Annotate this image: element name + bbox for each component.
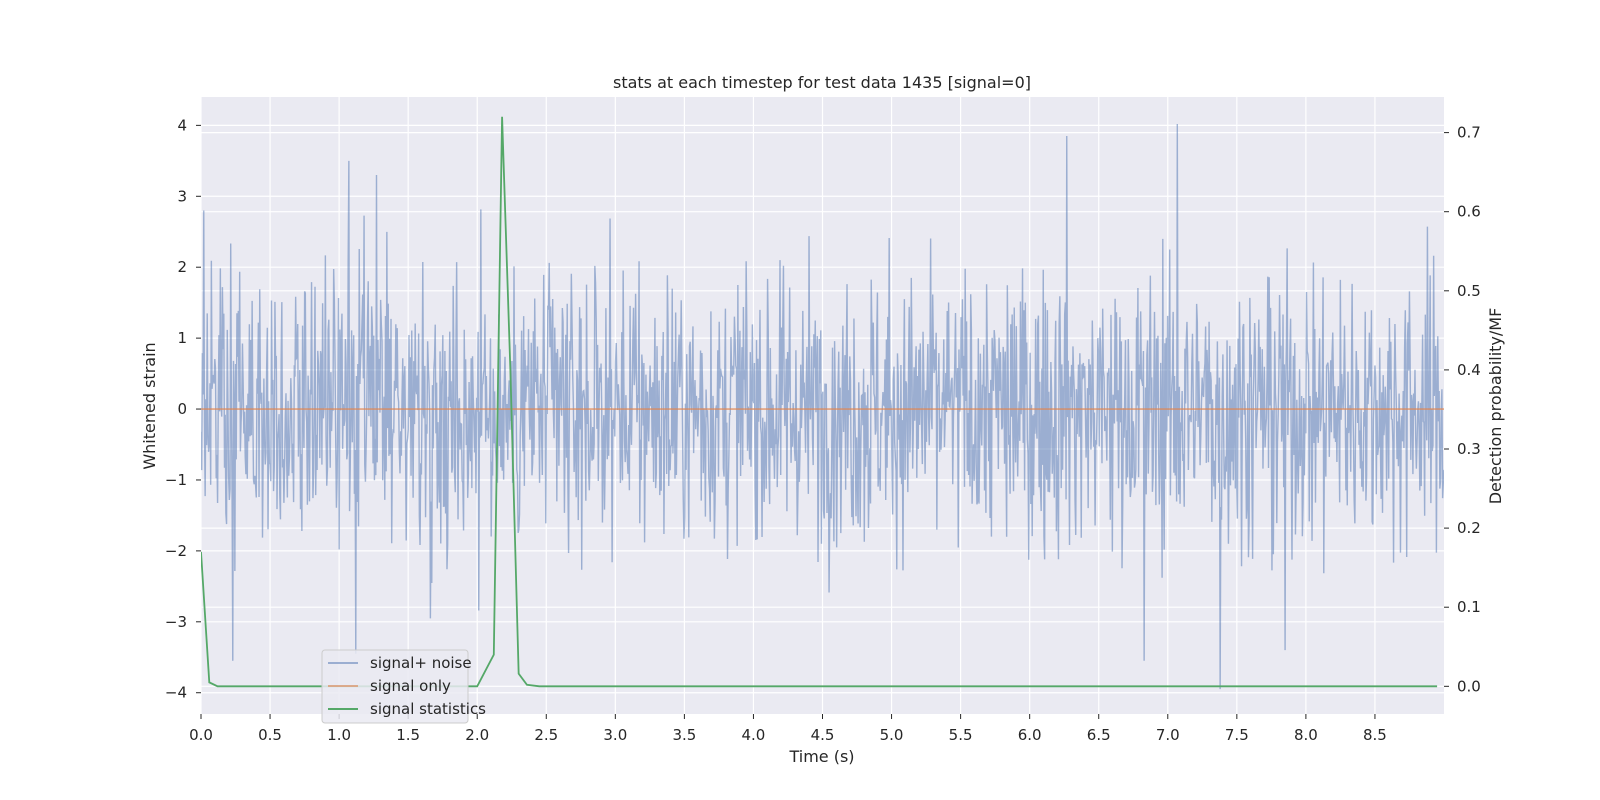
x-tick-label: 6.0: [1018, 726, 1042, 744]
legend: signal+ noise signal only signal statist…: [321, 649, 486, 724]
series-line-signal-statistics: [201, 116, 1438, 688]
x-tick-label: 8.5: [1363, 726, 1387, 744]
x-tick-label: 2.0: [465, 726, 489, 744]
y-tick-label: −1: [165, 471, 187, 489]
x-tick-label: 0.5: [258, 726, 282, 744]
x-tick-label: 7.0: [1156, 726, 1180, 744]
chart-title: stats at each timestep for test data 143…: [613, 73, 1031, 92]
x-tick-label: 8.0: [1294, 726, 1318, 744]
y2-tick-label: 0.7: [1457, 124, 1481, 142]
series-line-signal-noise: [201, 123, 1444, 690]
y-tick-label: −3: [165, 613, 187, 631]
x-tick-label: 4.5: [811, 726, 835, 744]
x-tick-label: 2.5: [534, 726, 558, 744]
legend-box: [321, 649, 469, 724]
y2-axis-label: Detection probability/MF: [1486, 308, 1505, 505]
x-axis-label: Time (s): [788, 747, 854, 766]
y-tick-label: −4: [165, 684, 187, 702]
x-tick-label: 3.5: [672, 726, 696, 744]
y2-tick-label: 0.6: [1457, 203, 1481, 221]
y2-tick-label: 0.2: [1457, 519, 1481, 537]
y2-tick-label: 0.5: [1457, 282, 1481, 300]
y2-tick-label: 0.1: [1457, 598, 1481, 616]
y-tick-label: 2: [177, 258, 187, 276]
legend-label-signal-statistics: signal statistics: [370, 700, 486, 718]
y-axis-label: Whitened strain: [140, 342, 159, 469]
legend-label-signal-noise: signal+ noise: [370, 654, 472, 672]
x-tick-label: 0.0: [189, 726, 213, 744]
y2-tick-label: 0.3: [1457, 440, 1481, 458]
y-tick-label: −2: [165, 542, 187, 560]
y-tick-label: 1: [177, 329, 187, 347]
x-tick-label: 6.5: [1087, 726, 1111, 744]
legend-label-signal-only: signal only: [370, 677, 451, 695]
x-tick-label: 1.0: [327, 726, 351, 744]
x-tick-label: 5.5: [949, 726, 973, 744]
axes: 0.0 0.5 1.0 1.5 2.0 2.5 3.0 3.5 4.0 4.5 5.0 5.5 6.0 6…: [165, 116, 1481, 744]
x-tick-label: 1.5: [396, 726, 420, 744]
x-tick-label: 4.0: [742, 726, 766, 744]
y2-tick-label: 0.0: [1457, 677, 1481, 695]
data-series: [201, 116, 1444, 690]
y-tick-label: 0: [177, 400, 187, 418]
y-tick-label: 4: [177, 116, 187, 134]
y2-tick-label: 0.4: [1457, 361, 1481, 379]
y-tick-label: 3: [177, 187, 187, 205]
x-tick-label: 3.0: [603, 726, 627, 744]
x-tick-label: 7.5: [1225, 726, 1249, 744]
x-tick-label: 5.0: [880, 726, 904, 744]
